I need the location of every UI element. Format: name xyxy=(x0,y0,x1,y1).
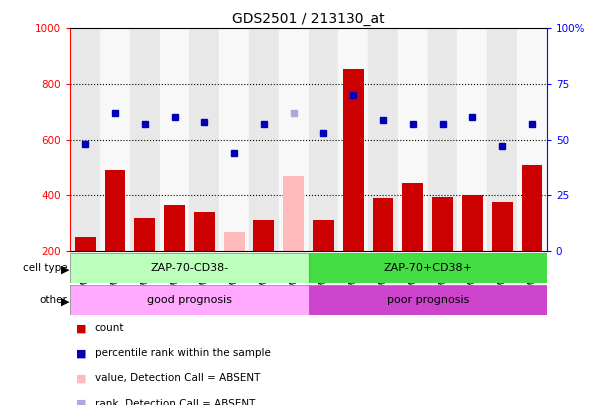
Bar xyxy=(428,28,458,251)
Bar xyxy=(224,232,244,251)
Bar xyxy=(313,220,334,251)
Text: ZAP-70+CD38+: ZAP-70+CD38+ xyxy=(383,263,472,273)
Text: ■: ■ xyxy=(76,323,87,333)
Bar xyxy=(130,28,159,251)
Text: rank, Detection Call = ABSENT: rank, Detection Call = ABSENT xyxy=(95,399,255,405)
Text: ■: ■ xyxy=(76,373,87,384)
Bar xyxy=(70,285,309,315)
Text: count: count xyxy=(95,323,124,333)
Bar xyxy=(398,28,428,251)
Bar xyxy=(517,28,547,251)
Bar xyxy=(458,28,488,251)
Bar xyxy=(432,197,453,251)
Bar xyxy=(373,198,393,251)
Text: cell type: cell type xyxy=(23,263,67,273)
Text: ■: ■ xyxy=(76,348,87,358)
Bar xyxy=(368,28,398,251)
Bar xyxy=(279,28,309,251)
Bar xyxy=(189,28,219,251)
Text: good prognosis: good prognosis xyxy=(147,295,232,305)
Text: ■: ■ xyxy=(76,399,87,405)
Bar xyxy=(134,217,155,251)
Bar xyxy=(70,253,309,283)
Text: value, Detection Call = ABSENT: value, Detection Call = ABSENT xyxy=(95,373,260,384)
Text: ▶: ▶ xyxy=(60,297,69,307)
Bar xyxy=(249,28,279,251)
Bar xyxy=(164,205,185,251)
Bar xyxy=(338,28,368,251)
Bar xyxy=(159,28,189,251)
Title: GDS2501 / 213130_at: GDS2501 / 213130_at xyxy=(232,12,385,26)
Bar xyxy=(75,237,95,251)
Bar xyxy=(194,212,214,251)
Bar xyxy=(492,202,513,251)
Bar xyxy=(462,195,483,251)
Bar xyxy=(104,171,125,251)
Bar xyxy=(343,69,364,251)
Text: poor prognosis: poor prognosis xyxy=(387,295,469,305)
Bar xyxy=(522,165,543,251)
Bar xyxy=(254,220,274,251)
Text: percentile rank within the sample: percentile rank within the sample xyxy=(95,348,271,358)
Bar xyxy=(488,28,517,251)
Text: ZAP-70-CD38-: ZAP-70-CD38- xyxy=(150,263,229,273)
Bar xyxy=(403,183,423,251)
Text: ▶: ▶ xyxy=(60,265,69,275)
Bar xyxy=(309,285,547,315)
Bar xyxy=(100,28,130,251)
Bar xyxy=(309,253,547,283)
Bar xyxy=(70,28,100,251)
Bar xyxy=(309,28,338,251)
Text: other: other xyxy=(39,295,67,305)
Bar xyxy=(219,28,249,251)
Bar xyxy=(284,176,304,251)
